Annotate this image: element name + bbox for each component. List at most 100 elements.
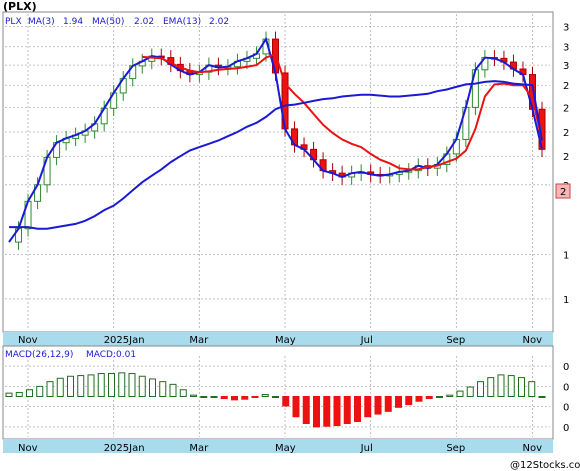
macd-label: MACD(26,12,9): [5, 350, 73, 360]
macd-date-axis: [3, 439, 553, 453]
price-tick-label: 3: [563, 23, 569, 34]
macd-bar-negative: [292, 396, 300, 418]
macd-bar-negative: [405, 396, 413, 406]
macd-bar-positive: [77, 375, 85, 398]
chart-title: (PLX): [3, 0, 37, 13]
macd-bar-negative: [323, 396, 331, 427]
macd-bar-positive: [487, 377, 495, 398]
price-axis: 3 3 3 2 2 2 2 2 1 1: [563, 23, 569, 306]
watermark: @12Stocks.com: [510, 460, 580, 471]
ma3-value: 1.94: [63, 17, 83, 27]
macd-bar-negative: [333, 396, 341, 427]
macd-bar-positive: [5, 392, 13, 397]
macd-bar-positive: [200, 396, 208, 398]
macd-bar-positive: [46, 381, 54, 397]
price-tick-label: 1: [563, 251, 569, 262]
macd-tick-label: 0: [563, 423, 569, 434]
moving-average-lines: [8, 36, 543, 243]
macd-bar-positive: [149, 378, 156, 398]
date-tick-label: Sep: [446, 335, 465, 346]
ema13-line: [142, 52, 543, 171]
date-tick-label: May: [275, 335, 296, 346]
macd-bar-negative: [425, 396, 433, 400]
macd-bar-positive: [261, 393, 269, 398]
macd-bar-positive: [179, 389, 187, 397]
macd-bar-positive: [190, 394, 197, 397]
symbol-label: PLX: [5, 17, 22, 27]
macd-date-labels: Nov 2025Jan Mar May Jul Sep Nov: [18, 443, 542, 454]
price-tick-label: 2: [563, 81, 569, 92]
macd-bar-positive: [108, 373, 115, 397]
price-date-axis: [3, 332, 553, 346]
price-tick-label: 3: [563, 61, 569, 72]
macd-bar-positive: [97, 373, 105, 397]
macd-bar-positive: [538, 396, 546, 398]
price-tick-label: 2: [563, 103, 569, 114]
macd-histogram: [5, 372, 546, 428]
ema13-label: EMA(13): [163, 17, 201, 27]
price-date-labels: Nov 2025Jan Mar May Jul Sep Nov: [18, 335, 542, 346]
macd-bar-negative: [415, 396, 423, 402]
macd-bar-positive: [56, 377, 64, 397]
macd-bar-negative: [313, 396, 320, 428]
macd-bar-positive: [87, 374, 95, 397]
macd-bar-positive: [446, 394, 454, 397]
macd-bar-positive: [497, 374, 505, 397]
date-tick-label: 2025Jan: [104, 335, 145, 346]
date-tick-label: Mar: [189, 335, 209, 346]
date-tick-label: May: [275, 443, 296, 454]
ema13-value: 2.02: [209, 17, 229, 27]
last-price-tag: [555, 183, 571, 199]
date-tick-label: Mar: [189, 443, 209, 454]
macd-bar-negative: [241, 396, 249, 400]
macd-bar-negative: [282, 396, 290, 407]
date-tick-label: Nov: [522, 443, 542, 454]
macd-bar-negative: [395, 396, 402, 408]
date-tick-label: Nov: [18, 335, 38, 346]
macd-bar-positive: [210, 396, 218, 398]
macd-bar-negative: [251, 396, 259, 398]
macd-tick-label: 0: [563, 382, 569, 393]
macd-axis: 0 0 0 0: [563, 362, 569, 434]
price-tick-label: 2: [563, 152, 569, 163]
macd-bar-positive: [36, 385, 44, 397]
macd-bar-positive: [528, 381, 536, 397]
last-price-text: 2: [560, 187, 566, 198]
macd-bar-negative: [384, 396, 392, 412]
date-tick-label: Sep: [446, 443, 465, 454]
macd-bar-positive: [272, 396, 279, 398]
date-tick-label: Nov: [522, 335, 542, 346]
macd-bar-positive: [477, 381, 484, 397]
price-tick-label: 1: [563, 295, 569, 306]
macd-tick-label: 0: [563, 362, 569, 373]
date-tick-label: Jul: [360, 335, 373, 346]
macd-bar-negative: [220, 396, 228, 400]
macd-bar-negative: [302, 396, 310, 424]
price-tick-label: 2: [563, 128, 569, 139]
macd-bar-positive: [436, 396, 443, 398]
macd-bar-positive: [159, 381, 167, 397]
macd-bar-positive: [507, 375, 515, 398]
macd-bar-positive: [118, 372, 126, 397]
macd-tick-label: 0: [563, 403, 569, 414]
macd-value: MACD:0.01: [86, 350, 136, 360]
macd-bar-positive: [456, 390, 464, 398]
macd-bar-positive: [169, 383, 177, 398]
macd-bar-negative: [343, 396, 351, 424]
ma3-label: MA(3): [28, 17, 55, 27]
macd-bar-positive: [67, 375, 74, 397]
macd-bar-negative: [231, 396, 238, 401]
macd-bar-positive: [466, 386, 474, 397]
date-tick-label: Nov: [18, 443, 38, 454]
ma3-line: [8, 36, 543, 243]
macd-bar-positive: [26, 389, 33, 397]
macd-bar-negative: [374, 396, 382, 415]
macd-bar-positive: [138, 375, 146, 397]
macd-bar-positive: [518, 377, 525, 398]
date-tick-label: 2025Jan: [104, 443, 145, 454]
ma50-label: MA(50): [92, 17, 124, 27]
price-tick-label: 3: [563, 43, 569, 54]
date-tick-label: Jul: [360, 443, 373, 454]
macd-bar-negative: [354, 396, 361, 422]
